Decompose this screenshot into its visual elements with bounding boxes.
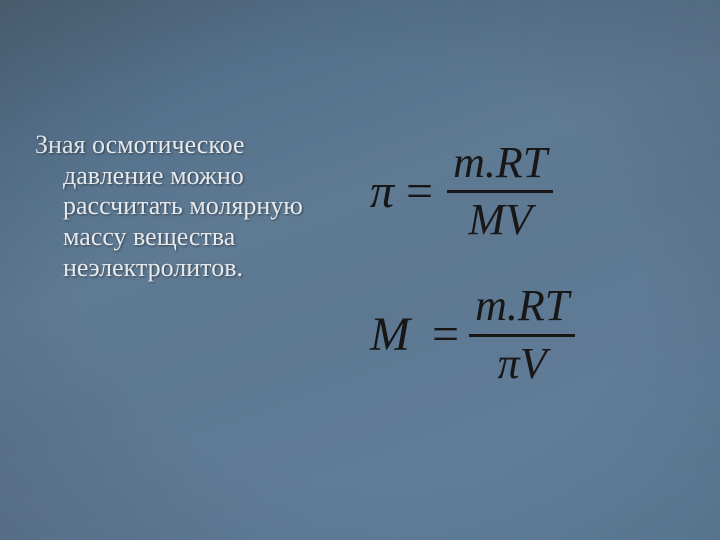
- equation-2: M = m.RT πV: [370, 283, 690, 386]
- eq1-lhs: π: [370, 168, 406, 216]
- equation-1: π = m.RT MV: [370, 140, 690, 243]
- eq1-equals: =: [406, 168, 447, 216]
- eq1-fraction-bar: [447, 190, 553, 193]
- eq2-equals: =: [422, 311, 469, 359]
- eq2-fraction-bar: [469, 334, 575, 337]
- paragraph-rest: давление можно рассчитать молярную массу…: [35, 161, 325, 284]
- eq1-numerator: m.RT: [447, 140, 553, 186]
- equations-block: π = m.RT MV M = m.RT πV: [370, 140, 690, 427]
- eq2-fraction: m.RT πV: [469, 283, 575, 386]
- eq2-numerator: m.RT: [469, 283, 575, 329]
- eq1-denominator: MV: [462, 197, 538, 243]
- description-paragraph: Зная осмотическое давление можно рассчит…: [35, 130, 325, 283]
- paragraph-line1: Зная осмотическое: [35, 130, 245, 159]
- eq1-fraction: m.RT MV: [447, 140, 553, 243]
- eq2-lhs: M: [370, 311, 422, 359]
- eq2-denominator: πV: [492, 341, 553, 387]
